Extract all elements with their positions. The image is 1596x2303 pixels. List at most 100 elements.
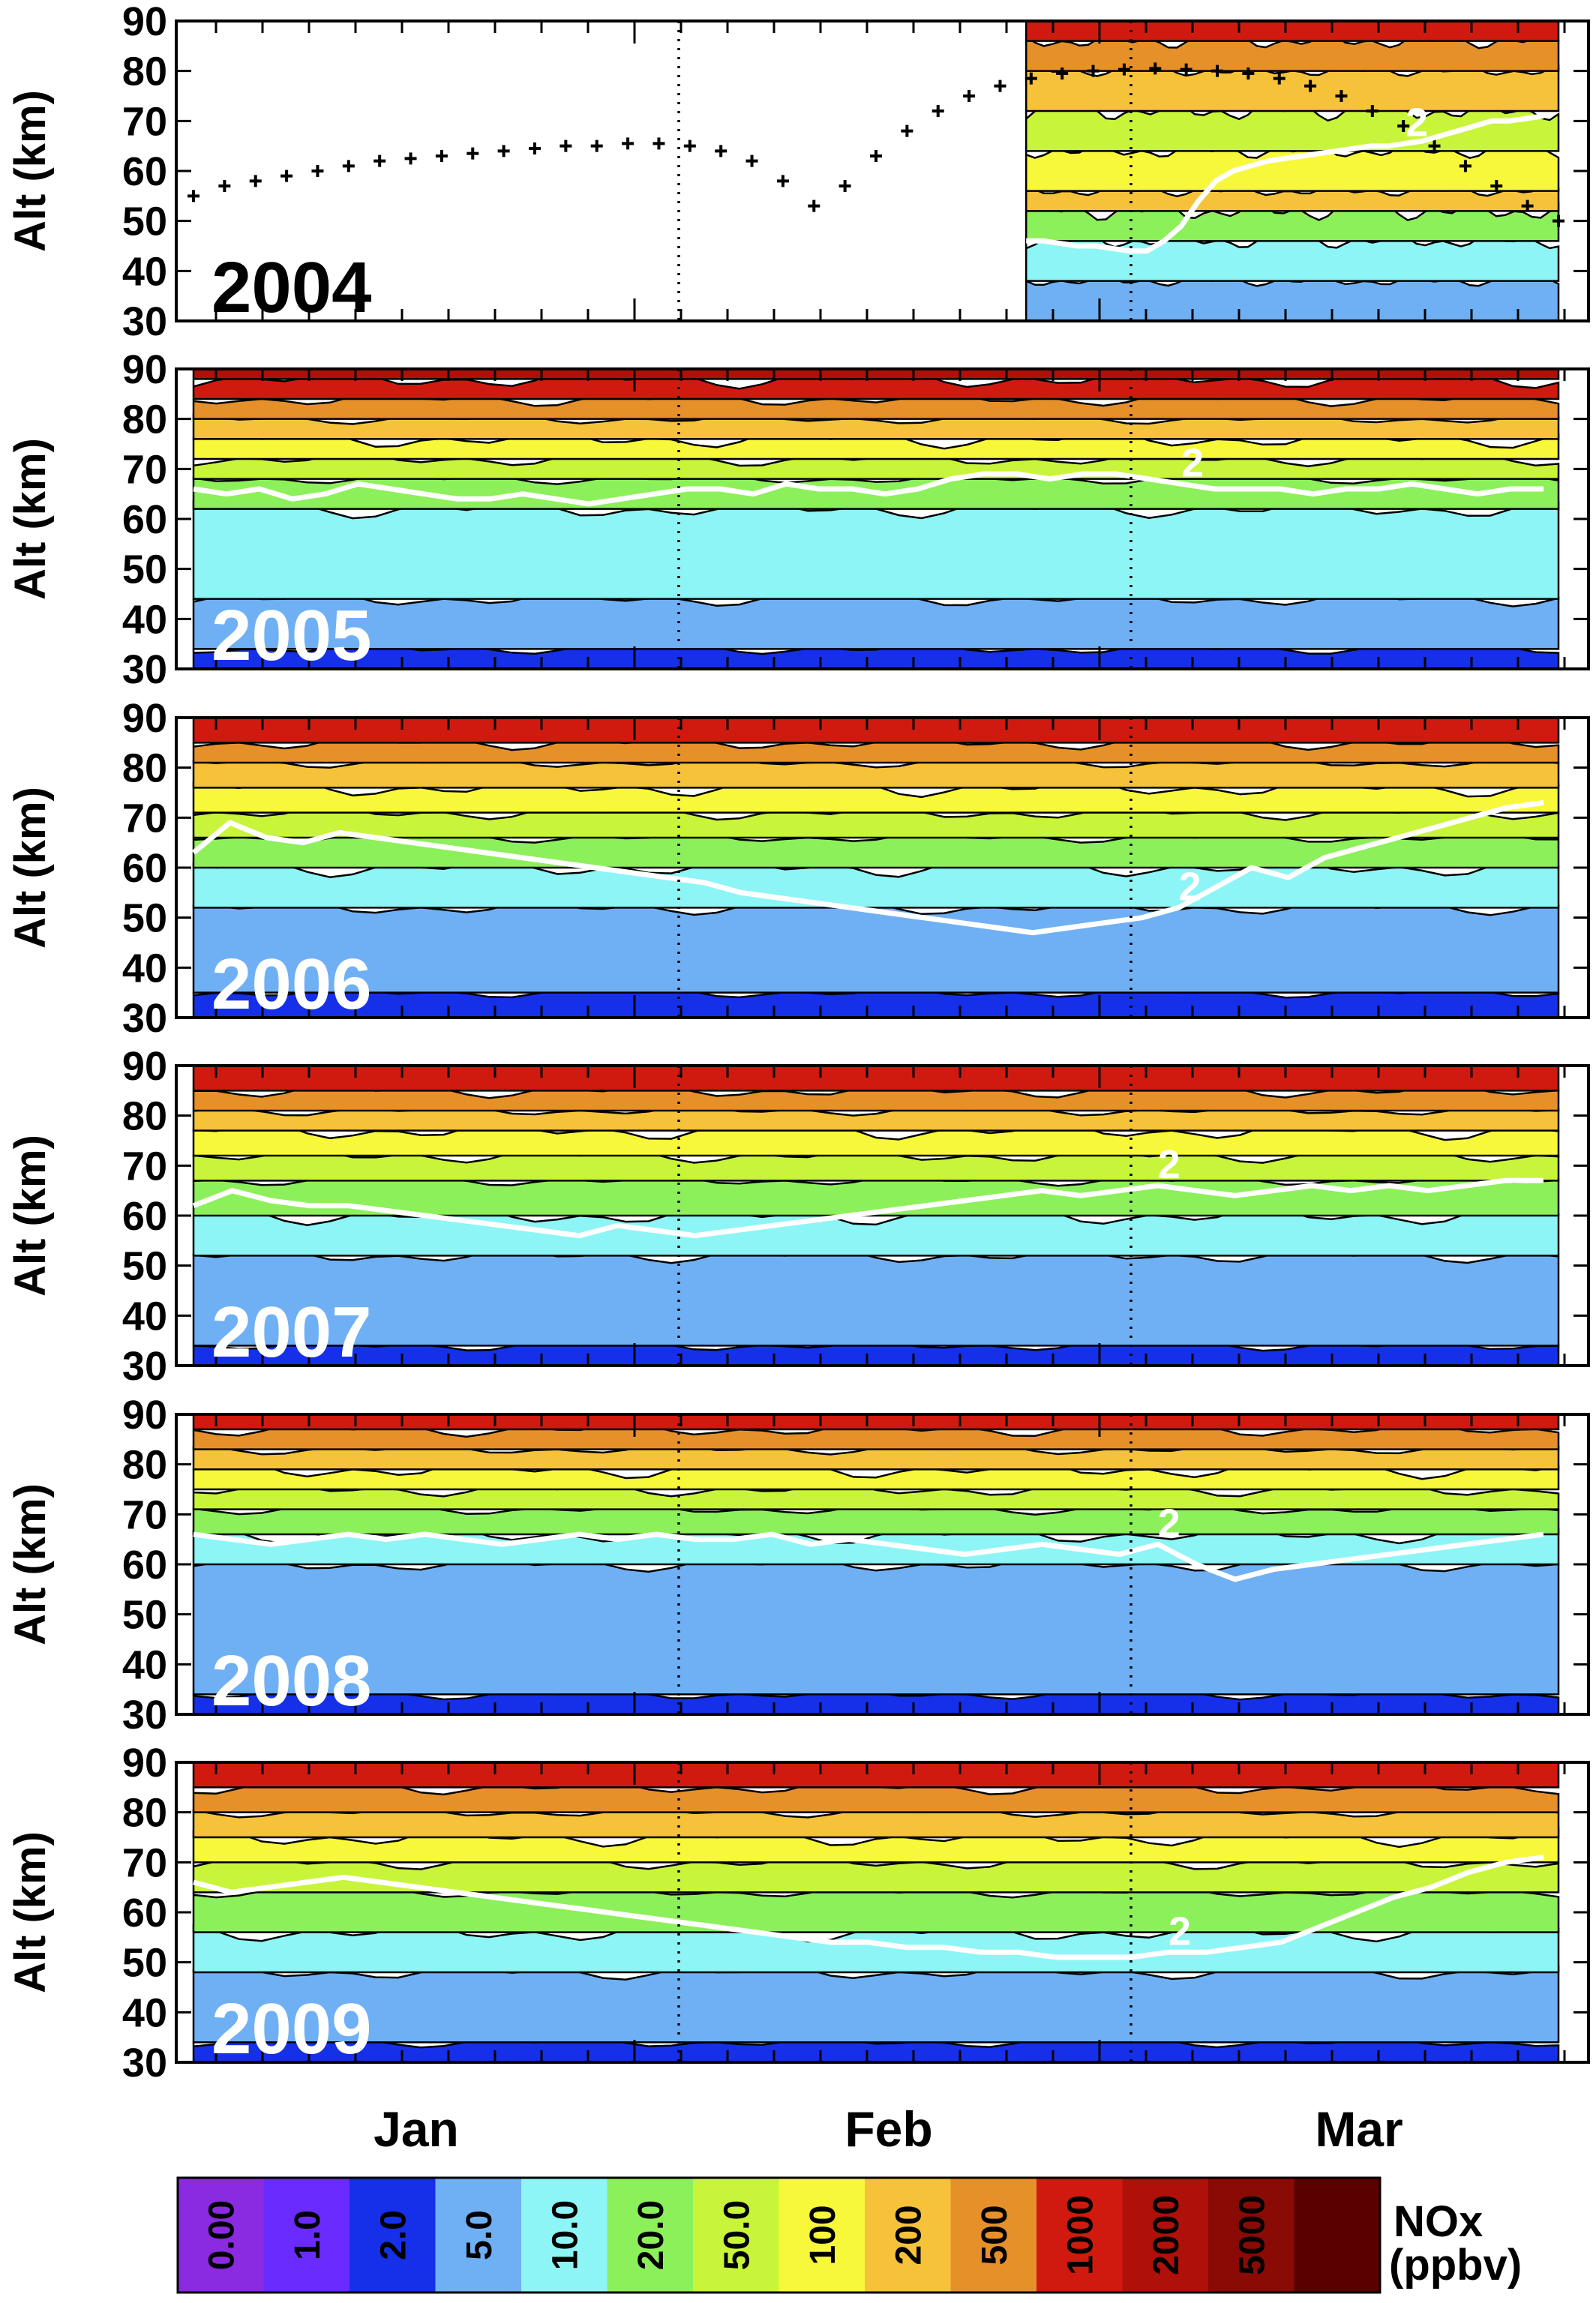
- stratopause-marker: [683, 139, 696, 152]
- band-90km: [192, 369, 1560, 380]
- stratopause-marker: [1118, 63, 1130, 76]
- colorbar-swatch: [263, 2178, 350, 2293]
- stratopause-marker: [838, 180, 851, 192]
- band-52km: [192, 1247, 1560, 1347]
- panel-2004: 2 30 40 50 60 70 80 90 Alt (km) 2004: [6, 0, 1590, 344]
- y-tick-label: 90: [122, 1741, 167, 1786]
- stratopause-marker: [590, 139, 603, 152]
- band-52km: [192, 899, 1560, 994]
- colorbar-swatch: [607, 2178, 694, 2293]
- stratopause-marker: [1366, 105, 1378, 117]
- month-label-jan: Jan: [374, 2101, 459, 2157]
- y-tick-label: 60: [122, 149, 167, 194]
- y-tick-label: 40: [122, 946, 167, 991]
- band-64km: [192, 1886, 1560, 1933]
- contour-label: 2: [1158, 1501, 1180, 1546]
- colorbar-swatch: [865, 2178, 951, 2293]
- stratopause-marker: [1180, 63, 1192, 76]
- stratopause-marker: [1490, 180, 1503, 192]
- y-tick-label: 60: [122, 846, 167, 891]
- two-ppbv-contour: [193, 1531, 1544, 1582]
- stratopause-marker: [374, 154, 386, 167]
- contour-label: 2: [1179, 864, 1202, 909]
- stratopause-marker: [1211, 64, 1223, 77]
- colorbar-level-label: 10.0: [545, 2200, 585, 2270]
- colorbar-level-label: 0.00: [202, 2200, 242, 2270]
- panel-2006: 2 30 40 50 60 70 80 90 Alt (km) 2006: [6, 696, 1590, 1041]
- contour-fill: [192, 369, 1560, 669]
- two-ppbv-contour: [193, 1855, 1544, 1960]
- two-ppbv-contour: [192, 1177, 1544, 1239]
- stratopause-marker: [280, 169, 293, 182]
- band-38km: [1024, 274, 1560, 321]
- colorbar-unit-ppbv: (ppbv): [1389, 2241, 1522, 2290]
- y-tick-label: 60: [122, 1543, 167, 1588]
- y-tick-label: 80: [122, 1443, 167, 1488]
- panel-2007: 2 30 40 50 60 70 80 90 Alt (km) 2007: [6, 1044, 1590, 1389]
- y-tick-label: 30: [122, 1693, 167, 1738]
- contour-label: 2: [1406, 100, 1428, 145]
- stratopause-marker: [1149, 62, 1162, 75]
- stratopause-marker: [404, 152, 417, 165]
- y-tick-label: 40: [122, 1990, 167, 2035]
- stratopause-marker: [188, 190, 200, 202]
- colorbar-swatch: [1208, 2178, 1294, 2293]
- stratopause-marker: [311, 165, 324, 177]
- year-label: 2004: [212, 247, 372, 328]
- stratopause-marker: [497, 145, 510, 157]
- y-tick-label: 30: [122, 299, 167, 344]
- y-tick-label: 90: [122, 347, 167, 392]
- contour-fill: [192, 718, 1560, 1018]
- band-90km: [192, 1414, 1560, 1431]
- y-tick-label: 80: [122, 746, 167, 791]
- month-label-feb: Feb: [844, 2101, 932, 2157]
- y-tick-label: 50: [122, 1593, 167, 1638]
- y-tick-label: 80: [122, 397, 167, 442]
- colorbar-level-label: 5000: [1232, 2195, 1272, 2275]
- colorbar-level-label: 2000: [1147, 2195, 1186, 2275]
- colorbar-swatch: [693, 2178, 779, 2293]
- stratopause-marker: [622, 137, 634, 150]
- colorbar-swatch: [1036, 2178, 1123, 2293]
- year-label: 2006: [212, 944, 372, 1024]
- stratopause-marker: [1428, 139, 1441, 152]
- stratopause-marker: [1552, 214, 1564, 227]
- stratopause-marker: [1056, 67, 1069, 79]
- stratopause-marker: [466, 147, 479, 160]
- year-label: 2009: [212, 1989, 372, 2069]
- band-90km: [1024, 21, 1560, 42]
- y-tick-label: 70: [122, 1144, 167, 1189]
- y-tick-label: 70: [122, 1492, 167, 1537]
- colorbar-swatch: [521, 2178, 608, 2293]
- stratopause-marker: [1304, 79, 1317, 92]
- band-44km: [192, 590, 1560, 650]
- stratopause-marker: [1335, 90, 1348, 102]
- y-tick-label: 50: [122, 199, 167, 244]
- stratopause-marker: [249, 175, 262, 187]
- colorbar-level-label: 500: [975, 2205, 1015, 2265]
- contour-label: 2: [1158, 1142, 1180, 1187]
- colorbar-level-label: 2.0: [374, 2210, 413, 2260]
- colorbar-swatch: [1122, 2178, 1209, 2293]
- y-tick-label: 70: [122, 1840, 167, 1885]
- y-tick-label: 50: [122, 547, 167, 592]
- contour-fill: [192, 1414, 1560, 1714]
- band-60km: [192, 1556, 1560, 1696]
- band-80km: [1024, 64, 1560, 112]
- stratopause-marker: [342, 160, 355, 172]
- stratopause-marker: [746, 154, 758, 167]
- panel-2005: 2 30 40 50 60 70 80 90 Alt (km) 2005: [6, 347, 1590, 692]
- colorbar-swatch: [178, 2178, 264, 2293]
- month-label-mar: Mar: [1315, 2101, 1402, 2157]
- y-axis-label: Alt (km): [6, 787, 55, 949]
- colorbar-level-label: 200: [889, 2205, 928, 2265]
- y-axis-label: Alt (km): [6, 90, 55, 252]
- colorbar: 0.00 1.0 2.0 5.0 10.0 20.0 50.0 100 200 500 1000 20…: [176, 2176, 1382, 2294]
- stratopause-marker: [901, 124, 914, 137]
- y-tick-label: 50: [122, 896, 167, 941]
- two-ppbv-contour: [191, 799, 1544, 936]
- y-tick-label: 90: [122, 1044, 167, 1089]
- band-62km: [192, 498, 1560, 600]
- contour-fill: [192, 1762, 1560, 2062]
